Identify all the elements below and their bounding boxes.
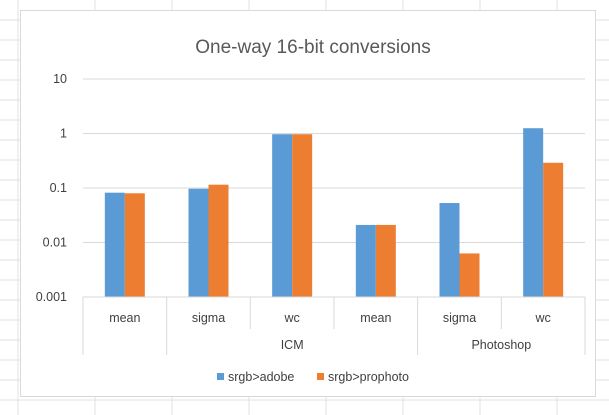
x-tick-label: mean bbox=[109, 311, 140, 325]
y-tick-label: 0.001 bbox=[36, 290, 67, 304]
bar bbox=[375, 224, 396, 297]
x-tick-label: wc bbox=[284, 311, 300, 325]
chart-title: One-way 16-bit conversions bbox=[195, 37, 431, 58]
x-tick-label: wc bbox=[535, 311, 551, 325]
y-tick-label: 0.01 bbox=[43, 236, 67, 250]
bar bbox=[208, 184, 229, 297]
group-label: ICM bbox=[281, 338, 304, 352]
legend: srgb>adobe srgb>prophoto bbox=[217, 370, 409, 384]
group-label: Photoshop bbox=[471, 338, 531, 352]
bar bbox=[104, 192, 125, 297]
y-axis-ticks: 10 1 0.1 0.01 0.001 bbox=[36, 72, 67, 304]
x-axis: mean sigma wc mean sigma wc ICM Photoshop bbox=[82, 296, 586, 355]
bar bbox=[188, 188, 209, 297]
bar-chart: One-way 16-bit conversions 10 1 0.1 0.01 0.0… bbox=[36, 37, 586, 384]
legend-swatch bbox=[317, 373, 324, 380]
legend-label: srgb>prophoto bbox=[328, 370, 409, 384]
bar bbox=[439, 203, 460, 297]
chart-area[interactable]: One-way 16-bit conversions 10 1 0.1 0.01 0.0… bbox=[20, 10, 596, 397]
x-tick-label: sigma bbox=[443, 311, 476, 325]
bar bbox=[272, 134, 293, 297]
gridlines bbox=[83, 78, 585, 298]
x-tick-label: mean bbox=[360, 311, 391, 325]
bars bbox=[104, 128, 564, 297]
legend-swatch bbox=[217, 373, 224, 380]
y-tick-label: 1 bbox=[60, 127, 67, 141]
legend-label: srgb>adobe bbox=[228, 370, 294, 384]
y-tick-label: 10 bbox=[53, 72, 67, 86]
bar bbox=[355, 224, 376, 297]
bar bbox=[124, 193, 145, 297]
bar bbox=[543, 162, 564, 297]
y-tick-label: 0.1 bbox=[50, 181, 67, 195]
bar bbox=[459, 253, 480, 297]
bar bbox=[292, 134, 313, 297]
bar bbox=[523, 128, 544, 297]
x-tick-label: sigma bbox=[192, 311, 225, 325]
